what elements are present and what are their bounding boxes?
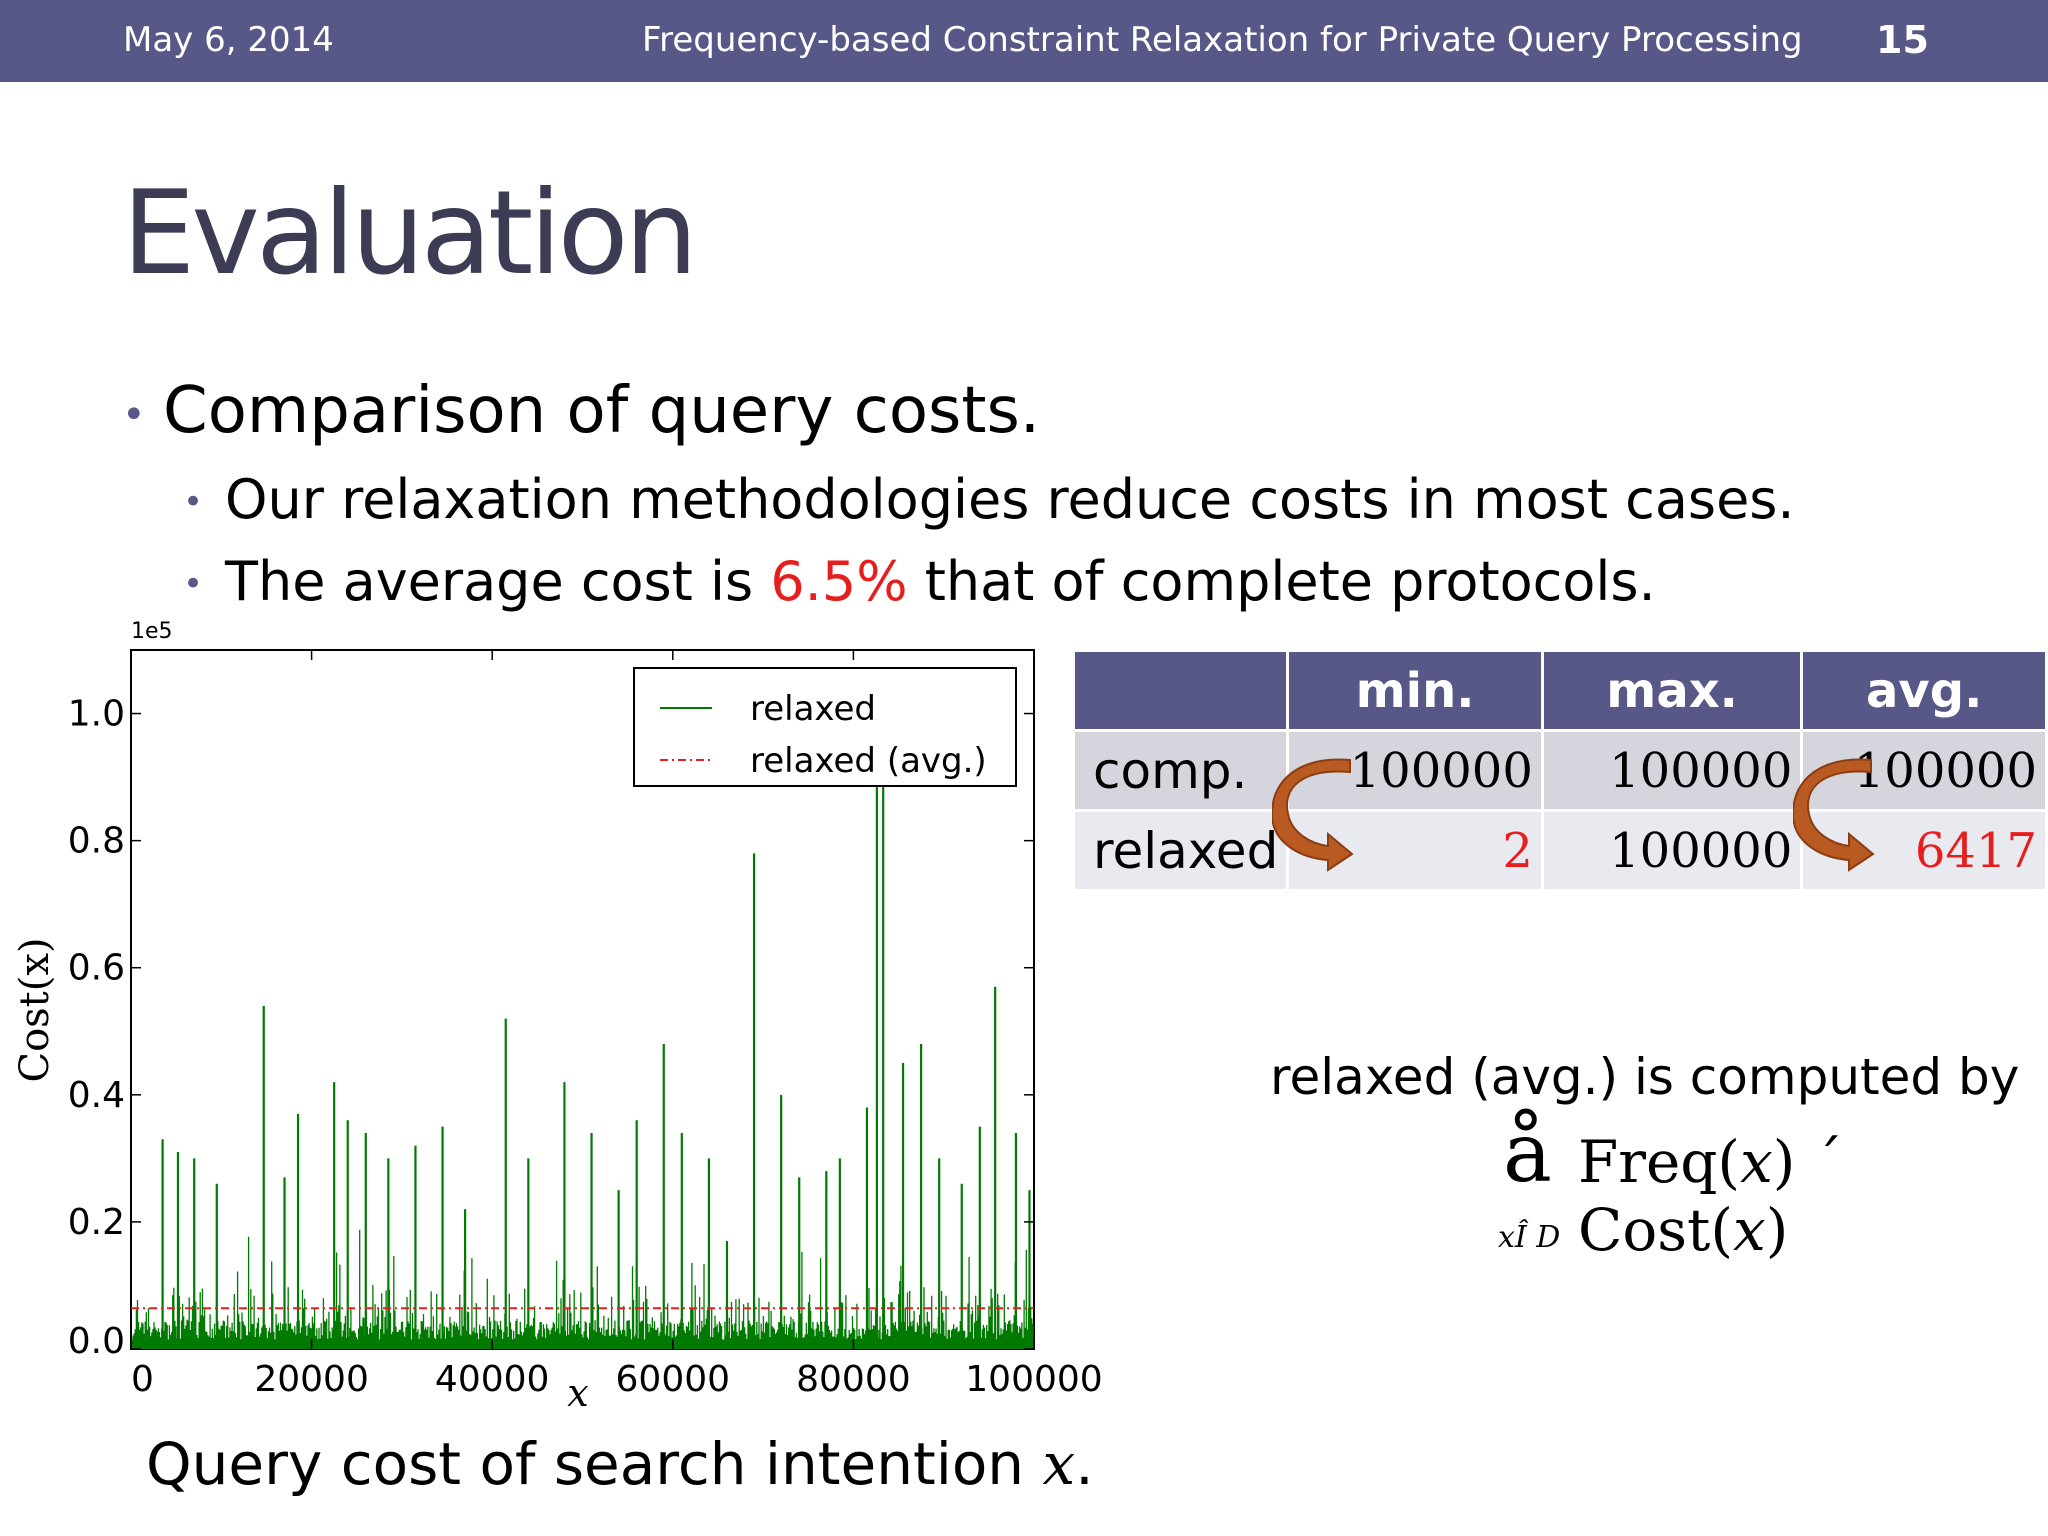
- cell-max: 100000: [1540, 729, 1804, 812]
- x-tick-label: 80000: [796, 1359, 911, 1400]
- bullet-3-prefix: The average cost is: [225, 550, 771, 613]
- y-tick-label: 0.4: [68, 1075, 125, 1116]
- slide-header: May 6, 2014 Frequency-based Constraint R…: [0, 0, 2048, 82]
- y-tick-label: 0.0: [68, 1321, 125, 1362]
- col-header-max: max.: [1540, 649, 1804, 732]
- caption-var: x: [1042, 1430, 1076, 1498]
- legend-box: [633, 667, 1017, 787]
- y-tick-label: 0.8: [68, 821, 125, 862]
- bullet-dot: •: [183, 564, 204, 604]
- table-row: comp. 100000 100000 100000: [1071, 729, 2048, 812]
- header-title: Frequency-based Constraint Relaxation fo…: [642, 20, 1803, 60]
- x-tick-label: 100000: [965, 1359, 1102, 1400]
- series-relaxed-noise: [131, 1229, 1034, 1349]
- sum-symbol: å: [1503, 1106, 1552, 1201]
- col-header-min: min.: [1286, 649, 1544, 732]
- formula-var: x: [1740, 1128, 1773, 1196]
- x-tick-label: 20000: [254, 1359, 369, 1400]
- formula-body: Freq(x) ´ Cost(x): [1578, 1128, 2048, 1264]
- x-tick-label: 0: [131, 1359, 154, 1400]
- axis-scale-label: 1e5: [131, 619, 173, 644]
- x-axis-label: x: [567, 1371, 588, 1410]
- col-header-avg: avg.: [1800, 649, 2048, 732]
- row-label: comp.: [1071, 729, 1290, 812]
- stats-table: min. max. avg. comp. 100000 100000 10000…: [1071, 649, 2048, 892]
- row-label: relaxed: [1071, 809, 1290, 892]
- bullet-1: Comparison of query costs.: [163, 374, 1041, 448]
- formula-subscript: xÎ D: [1498, 1220, 1561, 1255]
- caption-text: Query cost of search intention: [146, 1430, 1043, 1498]
- formula-part: ): [1765, 1196, 1789, 1264]
- bullet-dot: •: [183, 482, 204, 522]
- header-date: May 6, 2014: [123, 20, 334, 60]
- formula-part: ) ´ Cost(: [1578, 1128, 1843, 1264]
- formula-description: relaxed (avg.) is computed by: [1270, 1048, 2020, 1106]
- curved-arrow-icon: [1793, 758, 1875, 872]
- x-tick-label: 60000: [616, 1359, 731, 1400]
- y-axis-label: Cost(x): [12, 937, 58, 1082]
- bullet-2: Our relaxation methodologies reduce cost…: [225, 468, 1795, 531]
- formula-part: Freq(: [1578, 1128, 1741, 1196]
- y-tick-label: 0.6: [68, 948, 125, 989]
- caption-end: .: [1075, 1430, 1094, 1498]
- legend-label-avg: relaxed (avg.): [750, 741, 987, 781]
- slide-title: Evaluation: [122, 166, 698, 301]
- x-tick-label: 40000: [435, 1359, 550, 1400]
- formula-var: x: [1733, 1196, 1766, 1264]
- bullet-3-suffix: that of complete protocols.: [907, 550, 1656, 613]
- y-tick-label: 1.0: [68, 694, 125, 735]
- bullet-dot: •: [122, 392, 146, 438]
- legend-label-relaxed: relaxed: [750, 689, 876, 729]
- curved-arrow-icon: [1272, 758, 1354, 872]
- col-header-empty: [1071, 649, 1290, 732]
- table-row: relaxed 2 100000 6417: [1071, 809, 2048, 892]
- cell-max: 100000: [1540, 809, 1804, 892]
- chart-caption: Query cost of search intention x.: [146, 1430, 1094, 1498]
- bullet-3: The average cost is 6.5% that of complet…: [225, 550, 1656, 613]
- page-number: 15: [1876, 18, 1929, 62]
- cost-chart: 0 20000 40000 60000 80000 100000 0.0 0.2 0.4 0.6 0…: [12, 619, 1103, 1410]
- bullet-3-highlight: 6.5%: [770, 550, 908, 613]
- y-tick-label: 0.2: [68, 1202, 125, 1243]
